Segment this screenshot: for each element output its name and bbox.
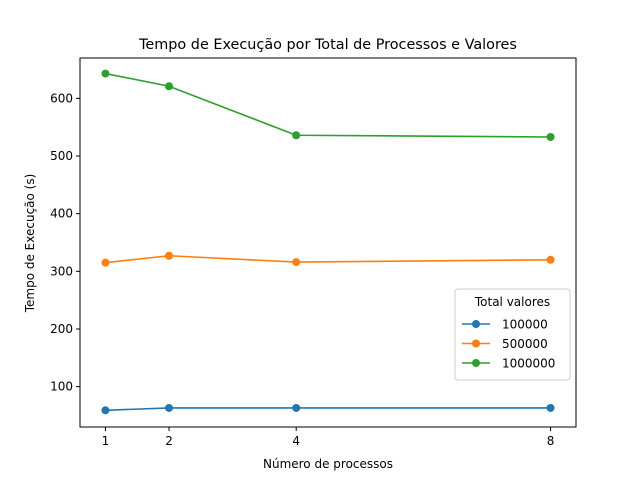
chart-title: Tempo de Execução por Total de Processos… — [138, 37, 517, 53]
y-tick-label: 500 — [50, 149, 73, 163]
y-axis-label: Tempo de Execução (s) — [23, 174, 37, 314]
data-point — [101, 258, 110, 267]
data-point — [292, 258, 301, 267]
legend-swatch-marker — [472, 359, 480, 367]
legend-swatch-marker — [472, 320, 480, 328]
legend-box — [454, 288, 571, 381]
x-tick-label: 2 — [165, 434, 173, 448]
data-point — [165, 251, 174, 260]
series-500000 — [101, 251, 555, 267]
y-tick-label: 100 — [50, 380, 73, 394]
legend-item: 500000 — [462, 337, 548, 351]
data-point — [546, 132, 555, 141]
legend-label: 500000 — [502, 337, 548, 351]
legend-swatch-marker — [472, 339, 480, 348]
legend-item: 1000000 — [462, 357, 555, 371]
legend-label: 1000000 — [502, 357, 555, 371]
x-tick-label: 8 — [547, 434, 555, 448]
y-tick-label: 600 — [50, 91, 73, 105]
series-line — [105, 407, 551, 412]
data-point — [546, 403, 555, 412]
y-ticks: 100 200 300 400 500 600 — [50, 91, 80, 394]
legend-title: Total valores — [474, 295, 550, 309]
axes: 1 2 4 8 100 200 300 400 500 600 — [50, 57, 577, 448]
series-line — [105, 72, 551, 138]
data-point — [165, 403, 174, 412]
legend-item: 100000 — [462, 318, 548, 332]
data-point — [101, 406, 110, 415]
x-tick-label: 4 — [292, 434, 300, 448]
series-line — [105, 254, 551, 264]
legend-items: 100000 500000 1000000 — [462, 318, 555, 371]
y-tick-label: 200 — [50, 322, 73, 336]
data-point — [546, 255, 555, 264]
series-layer — [101, 69, 555, 415]
data-point — [165, 82, 174, 91]
data-point — [292, 131, 301, 140]
x-axis-label: Número de processos — [263, 457, 393, 471]
data-point — [101, 69, 110, 78]
x-tick-label: 1 — [102, 434, 110, 448]
data-point — [292, 403, 301, 412]
series-100000 — [101, 403, 555, 415]
series-1000000 — [101, 69, 555, 141]
legend-label: 100000 — [502, 318, 548, 332]
y-tick-label: 300 — [50, 264, 73, 278]
y-tick-label: 400 — [50, 207, 73, 221]
x-ticks: 1 2 4 8 — [102, 427, 555, 448]
plot-frame — [79, 57, 577, 428]
legend: Total valores 100000 500000 1000000 — [454, 288, 571, 381]
